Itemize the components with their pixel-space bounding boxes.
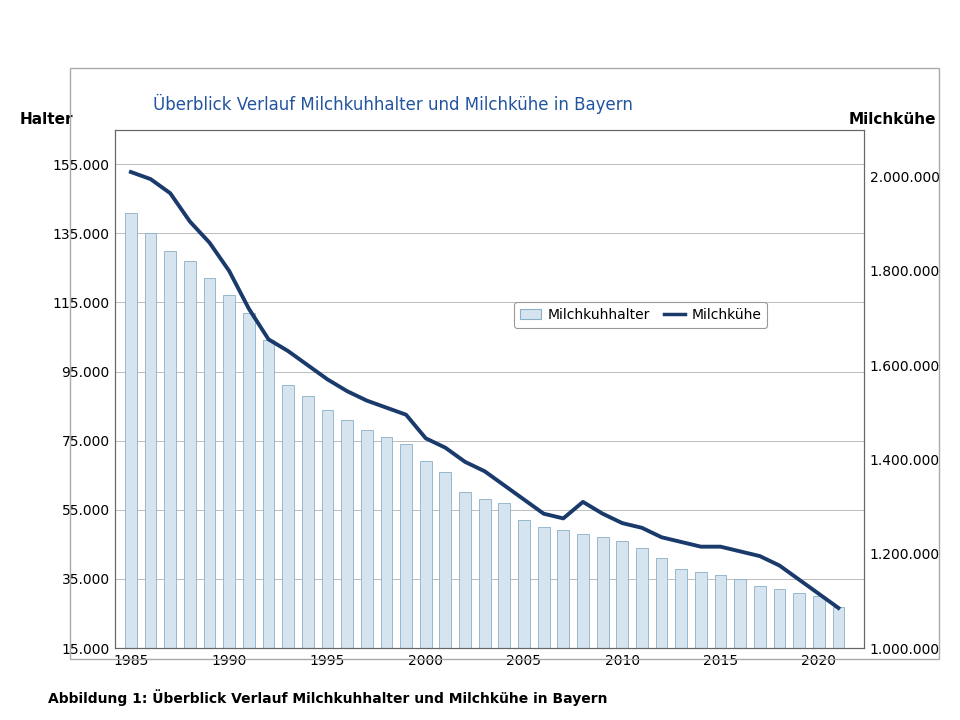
Milchkühe [440, 444, 451, 452]
Bar [518, 520, 530, 700]
Milchkühe [400, 410, 412, 419]
Bar [479, 500, 491, 700]
Milchkühe [754, 552, 765, 560]
Milchkühe [538, 509, 549, 518]
Milchkühe [558, 514, 569, 523]
Text: Milchkühe: Milchkühe [849, 112, 936, 127]
Milchkühe [243, 305, 254, 313]
Bar [400, 444, 412, 700]
Bar [204, 278, 215, 700]
Milchkühe [715, 542, 727, 551]
Bar [577, 534, 588, 700]
Bar [145, 233, 156, 700]
Milchkühe [734, 547, 746, 556]
Milchkühe [342, 387, 353, 395]
Bar [616, 541, 628, 700]
Bar [282, 385, 294, 700]
Milchkühe [164, 189, 176, 197]
Milchkühe [793, 575, 804, 584]
Milchkühe [204, 238, 215, 247]
Bar [793, 593, 805, 700]
Bar [734, 579, 746, 700]
Text: Halter: Halter [19, 112, 73, 127]
Milchkühe [125, 168, 136, 176]
Milchkühe [282, 347, 294, 356]
Milchkühe [381, 403, 393, 412]
Bar [714, 575, 727, 700]
Milchkühe [695, 542, 707, 551]
Bar [597, 537, 609, 700]
Text: Abbildung 1: Überblick Verlauf Milchkuhhalter und Milchkühe in Bayern: Abbildung 1: Überblick Verlauf Milchkuhh… [48, 689, 608, 706]
Milchkühe [832, 603, 844, 612]
Milchkühe [224, 266, 235, 275]
Milchkühe [597, 509, 609, 518]
Milchkühe [518, 495, 530, 504]
Milchkühe [263, 335, 275, 343]
Bar [341, 420, 353, 700]
Bar [498, 503, 510, 700]
Bar [558, 531, 569, 700]
Bar [322, 410, 333, 700]
Milchkühe [813, 590, 825, 598]
Milchkühe [656, 533, 667, 541]
Bar [656, 558, 667, 700]
Milchkühe [577, 498, 588, 506]
Bar [774, 589, 785, 700]
Text: Überblick Verlauf Milchkuhhalter und Milchkühe in Bayern: Überblick Verlauf Milchkuhhalter und Mil… [153, 94, 633, 114]
Milchkühe [184, 217, 196, 226]
Milchkühe [479, 467, 491, 476]
Bar [813, 596, 825, 700]
Milchkühe [322, 375, 333, 384]
Bar [538, 527, 549, 700]
Bar [440, 472, 451, 700]
Bar [832, 606, 845, 700]
Legend: Milchkuhhalter, Milchkühe: Milchkuhhalter, Milchkühe [515, 302, 767, 328]
Milchkühe [361, 396, 372, 405]
Bar [380, 437, 393, 700]
Bar [420, 462, 432, 700]
Bar [263, 341, 275, 700]
Milchkühe [498, 481, 510, 490]
Bar [636, 548, 648, 700]
Bar [301, 396, 314, 700]
Bar [361, 431, 372, 700]
Milchkühe [636, 523, 648, 532]
Bar [675, 569, 687, 700]
Bar [224, 295, 235, 700]
Bar [164, 251, 176, 700]
Milchkühe [676, 538, 687, 546]
Milchkühe [302, 361, 314, 369]
Milchkühe [774, 561, 785, 570]
Bar [459, 492, 471, 700]
Milchkühe [145, 175, 156, 184]
Bar [125, 212, 137, 700]
Milchkühe [459, 457, 470, 466]
Line: Milchkühe: Milchkühe [131, 172, 838, 608]
Bar [754, 586, 766, 700]
Bar [695, 572, 707, 700]
Milchkühe [420, 434, 431, 443]
Milchkühe [616, 519, 628, 528]
Bar [184, 261, 196, 700]
Bar [243, 312, 254, 700]
